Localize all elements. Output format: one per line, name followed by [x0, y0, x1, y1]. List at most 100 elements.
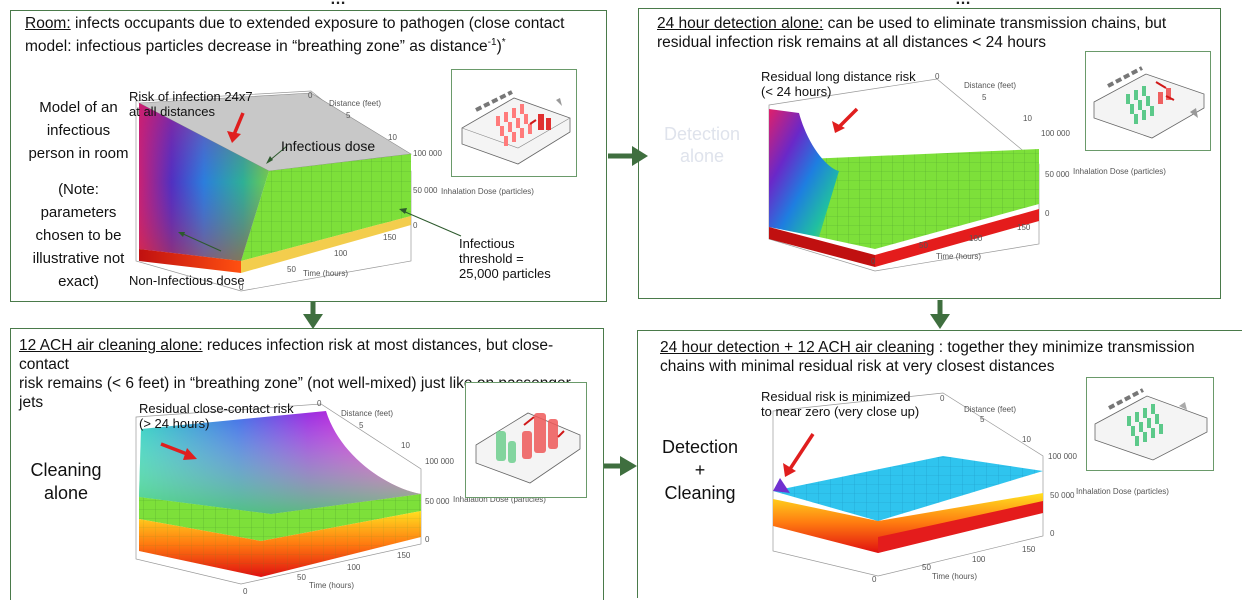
cleaning-side-text: Cleaning alone: [21, 459, 111, 505]
distance-tick: 5: [980, 415, 985, 424]
distance-tick: 0: [935, 72, 940, 81]
room-risk-line: at all distances: [129, 104, 215, 119]
time-tick: 100: [334, 249, 348, 258]
room-caption-star: *: [501, 37, 506, 48]
time-tick: 50: [919, 241, 928, 250]
room-side-line: person in room: [28, 145, 129, 162]
dose-tick: 100 000: [1041, 129, 1070, 138]
cleaning-3d-plot: [135, 403, 422, 585]
room-threshold-line: threshold =: [459, 251, 524, 266]
dose-axis-label: Inhalation Dose (particles): [441, 187, 534, 196]
time-tick: 0: [872, 575, 877, 584]
detection-residual-label: Residual long distance risk (< 24 hours): [761, 69, 916, 99]
detection-caption-text2: residual infection risk remains at all d…: [657, 34, 1046, 51]
room-threshold-line: Infectious: [459, 236, 515, 251]
distance-tick: 10: [388, 133, 397, 142]
room-noninfectious-label: Non-Infectious dose: [129, 273, 245, 288]
red-surface: [773, 493, 1043, 553]
time-tick: 50: [287, 265, 296, 274]
combined-inset-diagram: [1086, 377, 1214, 471]
detection-caption-label: 24 hour detection alone:: [657, 15, 824, 32]
room-side-line: (Note:: [58, 181, 99, 198]
time-tick: 0: [239, 283, 244, 292]
room-caption: Room: infects occupants due to extended …: [25, 14, 595, 56]
combined-residual-line: Residual risk is minimized: [761, 389, 911, 404]
distance-tick: 5: [982, 93, 987, 102]
clipped-fragment-1: …: [330, 0, 346, 9]
room-risk-label: Risk of infection 24x7 at all distances: [129, 89, 253, 119]
cleaning-caption-text2: risk remains (< 6 feet) in “breathing zo…: [19, 375, 571, 411]
detection-residual-line: Residual long distance risk: [761, 69, 916, 84]
detection-inset-diagram: [1085, 51, 1211, 151]
dose-tick: 0: [425, 535, 430, 544]
ghost-line: alone: [679, 146, 725, 166]
combined-side-line: Cleaning: [664, 483, 736, 503]
room-caption-tail: ): [496, 38, 502, 56]
room-threshold-label: Infectious threshold = 25,000 particles: [459, 236, 551, 281]
room-risk-line: Risk of infection 24x7: [129, 89, 253, 104]
distance-axis-label: Distance (feet): [329, 99, 382, 108]
time-tick: 100: [969, 234, 983, 243]
room-side-line: Model of an: [39, 99, 118, 116]
cleaning-caption-label: 12 ACH air cleaning alone:: [19, 337, 203, 354]
dose-tick: 50 000: [425, 497, 450, 506]
combined-caption-label: 24 hour detection + 12 ACH air cleaning: [660, 339, 935, 356]
cleaning-residual-line: (> 24 hours): [139, 416, 210, 431]
dose-tick: 100 000: [425, 457, 454, 466]
room-side-line: exact): [58, 273, 99, 290]
cleaning-side-line: alone: [43, 483, 89, 503]
dose-tick: 50 000: [413, 186, 438, 195]
red-arrow: [788, 433, 815, 470]
rainbow-surface: [769, 109, 839, 237]
time-tick: 100: [972, 555, 986, 564]
dose-axis-label: Inhalation Dose (particles): [1073, 167, 1166, 176]
distance-tick: 5: [359, 421, 364, 430]
room-side-line: parameters: [40, 204, 117, 221]
time-tick: 150: [1017, 223, 1031, 232]
room-3d-plot: [135, 90, 462, 292]
dose-axis-label: Inhalation Dose (particles): [453, 495, 546, 504]
room-side-line: chosen to be: [35, 227, 122, 244]
detection-panel: 24 hour detection alone: can be used to …: [638, 8, 1221, 299]
time-tick: 0: [243, 587, 248, 596]
distance-axis-label: Distance (feet): [964, 405, 1017, 414]
dose-tick: 0: [413, 221, 418, 230]
dose-tick: 50 000: [1050, 491, 1075, 500]
distance-tick: 0: [940, 394, 945, 403]
room-infectious-dose-label: Infectious dose: [281, 138, 376, 154]
distance-tick: 10: [1022, 435, 1031, 444]
time-tick: 150: [383, 233, 397, 242]
cleaning-inset-diagram: [465, 382, 587, 498]
time-tick: 50: [297, 573, 306, 582]
distance-axis-label: Distance (feet): [964, 81, 1017, 90]
detection-3d-plot: [768, 78, 1040, 272]
room-inset-diagram: [451, 69, 577, 177]
time-axis-label: Time (hours): [936, 252, 982, 261]
ghost-line: Detection: [663, 124, 741, 144]
time-tick: 0: [871, 257, 876, 266]
time-axis-label: Time (hours): [309, 581, 355, 590]
combined-3d-plot: [772, 392, 1044, 577]
cleaning-residual-label: Residual close-contact risk (> 24 hours): [139, 401, 294, 431]
dose-axis-label: Inhalation Dose (particles): [1076, 487, 1169, 496]
dose-tick: 100 000: [413, 149, 442, 158]
distance-tick: 10: [1023, 114, 1032, 123]
time-tick: 150: [1022, 545, 1036, 554]
detection-ghost-text: Detection alone: [647, 123, 757, 167]
time-tick: 50: [922, 563, 931, 572]
combined-side-text: Detection + Cleaning: [652, 436, 748, 505]
distance-axis-label: Distance (feet): [341, 409, 394, 418]
time-axis-label: Time (hours): [303, 269, 349, 278]
combined-caption-text1: : together they minimize transmission: [934, 339, 1195, 356]
combined-side-line: Detection: [661, 437, 739, 457]
room-caption-label: Room:: [25, 15, 71, 32]
combined-residual-line: to near zero (very close up): [761, 404, 920, 419]
dose-tick: 50 000: [1045, 170, 1070, 179]
red-arrow: [160, 442, 188, 456]
time-axis-label: Time (hours): [932, 572, 978, 581]
red-arrow: [837, 107, 859, 129]
distance-tick: 10: [401, 441, 410, 450]
room-caption-sup: -1: [487, 37, 497, 48]
red-surface: [875, 209, 1039, 267]
time-tick: 150: [397, 551, 411, 560]
